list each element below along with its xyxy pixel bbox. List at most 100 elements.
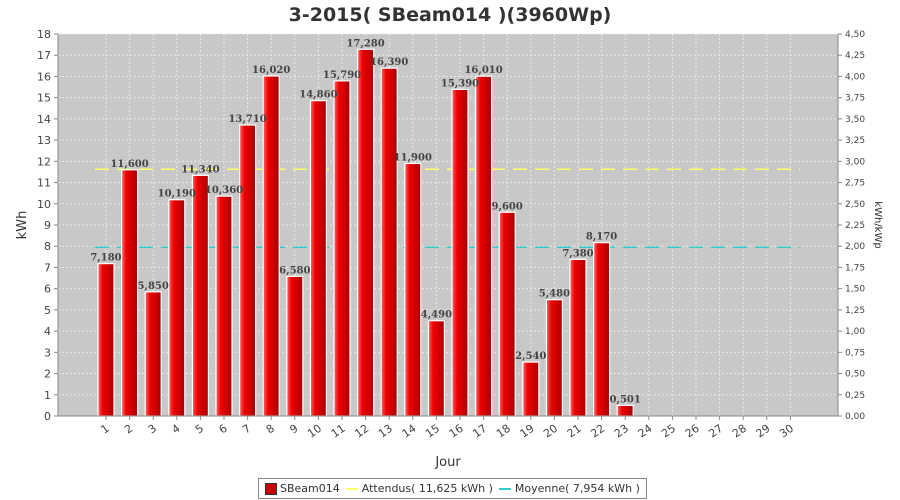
data-label: 16,010 (464, 65, 502, 76)
y-tick-label: 2 (44, 368, 51, 381)
data-label: 11,340 (181, 164, 219, 175)
bar (262, 75, 280, 417)
bar (191, 174, 209, 417)
data-label: 15,390 (441, 78, 479, 89)
data-label: 17,280 (346, 38, 384, 49)
bar (475, 75, 493, 417)
bar (97, 263, 115, 417)
y2-tick-label: 1,25 (845, 306, 865, 316)
y-axis-title: kWh (15, 211, 30, 240)
y2-tick-label: 1,75 (845, 263, 865, 273)
y-tick-label: 11 (37, 177, 51, 190)
y2-tick-label: 0,00 (845, 412, 865, 422)
legend-item-average: Moyenne( 7,954 kWh ) (498, 482, 640, 495)
y2-tick-label: 3,50 (845, 115, 865, 125)
y2-tick-label: 3,75 (845, 94, 865, 104)
y2-tick-label: 1,50 (845, 285, 865, 295)
x-tick-label: 29 (754, 422, 773, 441)
x-axis-title: Jour (434, 455, 461, 470)
bar (498, 211, 516, 417)
bar (357, 48, 375, 417)
x-tick-label: 10 (305, 422, 324, 441)
bar (239, 124, 257, 417)
y2-tick-label: 2,50 (845, 200, 865, 210)
data-label: 6,580 (279, 265, 310, 276)
x-tick-label: 20 (541, 422, 560, 441)
y-tick-label: 3 (44, 346, 51, 359)
legend-swatch-series (265, 482, 277, 495)
data-label: 15,790 (323, 70, 361, 81)
y-tick-label: 15 (37, 92, 51, 105)
bar (286, 275, 304, 417)
legend-line-expected (345, 487, 358, 490)
legend-item-expected: Attendus( 11,625 kWh ) (345, 482, 493, 495)
data-label: 11,600 (110, 159, 148, 170)
bar (144, 291, 162, 417)
bar (215, 195, 233, 417)
y-tick-label: 17 (37, 49, 51, 62)
x-tick-label: 30 (777, 422, 796, 441)
x-tick-label: 9 (287, 422, 300, 437)
y2-tick-label: 4,00 (845, 72, 865, 82)
bar (427, 320, 445, 417)
data-label: 11,900 (394, 152, 432, 163)
y2-axis-title: kWh/kWp (872, 201, 883, 248)
x-tick-label: 1 (99, 422, 112, 437)
chart-title: 3-2015( SBeam014 )(3960Wp) (288, 4, 612, 26)
y-tick-label: 5 (44, 304, 51, 317)
x-tick-label: 13 (376, 422, 395, 441)
data-label: 9,600 (492, 201, 523, 212)
x-tick-label: 22 (588, 422, 607, 441)
legend-line-average (498, 487, 511, 490)
x-tick-label: 19 (518, 422, 537, 441)
bar (592, 242, 611, 417)
legend-label-series: SBeam014 (280, 482, 340, 495)
x-tick-label: 15 (423, 422, 442, 441)
x-tick-label: 4 (169, 422, 182, 437)
data-label: 8,170 (586, 232, 617, 243)
data-label: 10,360 (205, 185, 243, 196)
legend-label-average: Moyenne( 7,954 kWh ) (514, 482, 640, 495)
y-tick-label: 10 (37, 198, 51, 211)
y2-tick-label: 4,50 (845, 30, 865, 40)
data-label: 10,190 (158, 189, 196, 200)
y-tick-label: 18 (37, 28, 51, 41)
bar (569, 258, 587, 417)
x-tick-label: 2 (122, 422, 135, 437)
y2-tick-label: 2,00 (845, 242, 865, 252)
x-tick-label: 23 (612, 422, 631, 441)
bar (616, 404, 634, 417)
y2-tick-label: 3,25 (845, 136, 865, 146)
y2-tick-label: 0,75 (845, 348, 865, 358)
x-tick-label: 8 (264, 422, 277, 437)
y-tick-label: 14 (37, 113, 51, 126)
legend: SBeam014 Attendus( 11,625 kWh ) Moyenne(… (258, 478, 647, 499)
data-label: 16,390 (370, 57, 408, 68)
bar (120, 169, 139, 417)
y-tick-label: 0 (44, 410, 51, 423)
y2-tick-label: 0,25 (845, 391, 865, 401)
y2-tick-label: 0,50 (845, 370, 865, 380)
data-label: 5,480 (539, 289, 570, 300)
bar (333, 80, 351, 417)
bar (309, 100, 327, 417)
y2-tick-label: 2,25 (845, 221, 865, 231)
data-label: 7,380 (562, 248, 593, 259)
x-tick-label: 5 (193, 422, 206, 437)
bar (545, 299, 564, 417)
data-label: 2,540 (515, 351, 546, 362)
y2-tick-label: 4,25 (845, 51, 865, 61)
reference-lines (95, 168, 800, 248)
x-tick-label: 25 (659, 422, 678, 441)
data-label: 14,860 (299, 90, 337, 101)
y2-tick-label: 2,75 (845, 179, 865, 189)
y2-axis: 0,00 0,25 0,50 0,75 1,00 1,25 1,50 1,75 2,00 2,25… (837, 30, 865, 422)
x-tick-label: 24 (636, 422, 655, 441)
legend-item-series: SBeam014 (265, 482, 340, 495)
data-label: 7,180 (90, 253, 121, 264)
bar (380, 67, 398, 417)
x-tick-label: 27 (706, 422, 725, 441)
data-label: 16,020 (252, 65, 290, 76)
x-tick-label: 14 (400, 422, 419, 441)
